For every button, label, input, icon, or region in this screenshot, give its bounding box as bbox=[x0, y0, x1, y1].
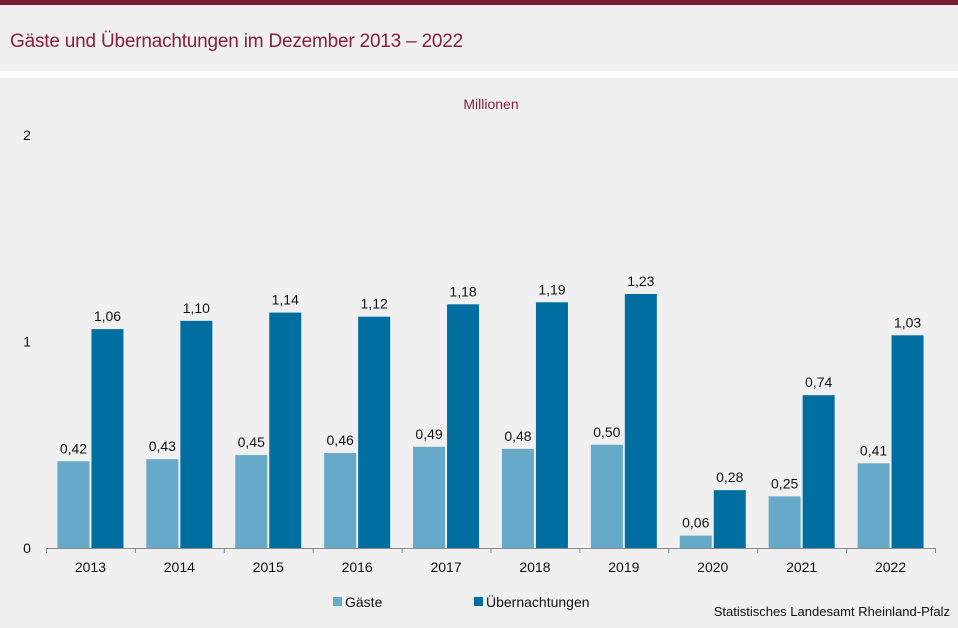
data-label: 0,45 bbox=[238, 434, 265, 450]
data-label: 0,28 bbox=[716, 469, 743, 485]
x-tick-label: 2016 bbox=[342, 559, 373, 575]
bar-gaeste bbox=[679, 535, 712, 548]
bar-uebernachtungen bbox=[91, 329, 124, 548]
data-label: 1,12 bbox=[361, 296, 388, 312]
x-tick-label: 2015 bbox=[253, 559, 284, 575]
legend-swatch-uebernachtungen bbox=[474, 597, 483, 606]
data-label: 0,46 bbox=[327, 432, 354, 448]
unit-label: Millionen bbox=[463, 96, 518, 112]
bar-uebernachtungen bbox=[624, 294, 657, 548]
data-label: 1,18 bbox=[449, 283, 476, 299]
source-credit: Statistisches Landesamt Rheinland-Pfalz bbox=[713, 604, 950, 619]
x-tick-label: 2022 bbox=[875, 559, 906, 575]
x-tick-label: 2013 bbox=[75, 559, 106, 575]
data-label: 0,48 bbox=[504, 428, 531, 444]
bar-uebernachtungen bbox=[891, 335, 924, 548]
legend-label-gaeste: Gäste bbox=[345, 594, 383, 610]
legend-swatch-gaeste bbox=[333, 597, 342, 606]
y-tick-label: 1 bbox=[23, 334, 31, 350]
data-label: 0,50 bbox=[593, 424, 620, 440]
data-label: 0,43 bbox=[149, 438, 176, 454]
header-divider bbox=[0, 71, 958, 78]
chart-header: Gäste und Übernachtungen im Dezember 201… bbox=[0, 5, 958, 71]
x-tick-label: 2020 bbox=[697, 559, 728, 575]
data-label: 0,06 bbox=[682, 515, 709, 531]
bar-uebernachtungen bbox=[447, 304, 480, 548]
bar-uebernachtungen bbox=[358, 316, 391, 548]
chart-title: Gäste und Übernachtungen im Dezember 201… bbox=[10, 31, 464, 52]
bar-gaeste bbox=[857, 463, 890, 548]
bar-gaeste bbox=[146, 459, 179, 548]
data-label: 1,19 bbox=[538, 281, 565, 297]
y-tick-label: 2 bbox=[23, 127, 31, 143]
data-label: 1,10 bbox=[183, 300, 210, 316]
bar-chart: Millionen 0 1 2 0,42 1,06 2013 0,43 1,10 2014 0,45… bbox=[23, 96, 936, 610]
data-label: 0,41 bbox=[860, 442, 887, 458]
bar-gaeste bbox=[235, 455, 268, 548]
x-tick-label: 2019 bbox=[608, 559, 639, 575]
x-tick-label: 2017 bbox=[430, 559, 461, 575]
x-tick-label: 2014 bbox=[164, 559, 195, 575]
x-tick-label: 2021 bbox=[786, 559, 817, 575]
bar-gaeste bbox=[324, 453, 357, 548]
bar-gaeste bbox=[590, 444, 623, 548]
data-label: 0,74 bbox=[805, 374, 832, 390]
data-label: 0,49 bbox=[415, 426, 442, 442]
data-label: 0,25 bbox=[771, 475, 798, 491]
data-label: 1,23 bbox=[627, 273, 654, 289]
data-label: 1,06 bbox=[94, 308, 121, 324]
bar-gaeste bbox=[501, 448, 534, 548]
data-label: 0,42 bbox=[60, 440, 87, 456]
bar-uebernachtungen bbox=[802, 395, 835, 548]
bar-uebernachtungen bbox=[535, 302, 568, 548]
data-label: 1,03 bbox=[894, 314, 921, 330]
bar-uebernachtungen bbox=[713, 490, 746, 548]
legend-label-uebernachtungen: Übernachtungen bbox=[486, 593, 590, 610]
bar-uebernachtungen bbox=[180, 320, 213, 548]
x-tick-label: 2018 bbox=[519, 559, 550, 575]
top-accent-bar bbox=[0, 0, 958, 5]
bar-gaeste bbox=[57, 461, 90, 548]
data-label: 1,14 bbox=[272, 292, 299, 308]
bar-gaeste bbox=[768, 496, 801, 548]
bar-gaeste bbox=[413, 446, 446, 548]
y-tick-label: 0 bbox=[23, 540, 31, 556]
bar-uebernachtungen bbox=[269, 312, 302, 548]
